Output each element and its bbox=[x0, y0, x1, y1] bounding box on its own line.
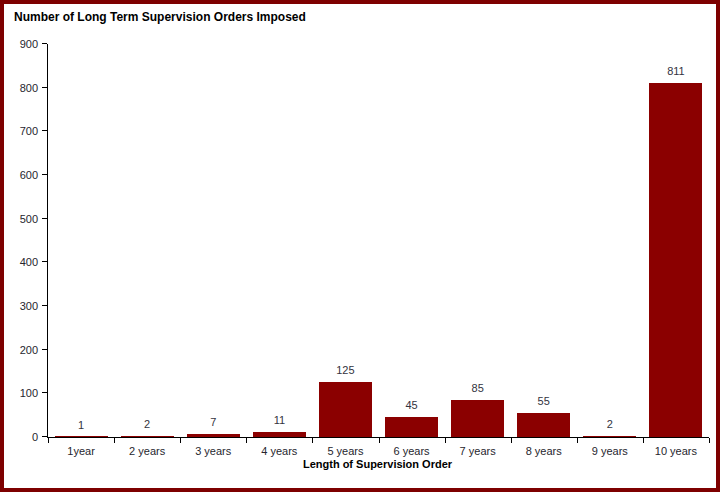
bar-value-label: 55 bbox=[511, 395, 577, 407]
x-axis-category-label: 10 years bbox=[643, 445, 709, 457]
bar-7-years bbox=[451, 400, 504, 437]
bar-value-label: 125 bbox=[312, 364, 378, 376]
chart-title: Number of Long Term Supervision Orders I… bbox=[14, 10, 306, 24]
bar-value-label: 1 bbox=[48, 419, 114, 431]
y-axis-tick bbox=[42, 392, 47, 393]
y-axis-tick-label: 100 bbox=[0, 387, 38, 399]
x-axis-category-label: 9 years bbox=[577, 445, 643, 457]
x-axis-category-label: 1year bbox=[48, 445, 114, 457]
y-axis-tick-label: 800 bbox=[0, 82, 38, 94]
bar-4-years bbox=[253, 432, 306, 437]
x-axis-category-label: 7 years bbox=[445, 445, 511, 457]
bar-2-years bbox=[121, 436, 174, 437]
bar-value-label: 11 bbox=[246, 414, 312, 426]
y-axis-tick bbox=[42, 349, 47, 350]
chart-screenshot: Number of Long Term Supervision Orders I… bbox=[0, 0, 720, 492]
x-axis-tick bbox=[643, 438, 644, 443]
y-axis-tick-label: 400 bbox=[0, 256, 38, 268]
x-axis-tick bbox=[48, 438, 49, 443]
x-axis-category-label: 3 years bbox=[180, 445, 246, 457]
y-axis-tick bbox=[42, 174, 47, 175]
x-axis-tick bbox=[511, 438, 512, 443]
y-axis-tick bbox=[42, 218, 47, 219]
y-axis-tick-label: 900 bbox=[0, 38, 38, 50]
x-axis-tick bbox=[312, 438, 313, 443]
bar-8-years bbox=[517, 413, 570, 437]
bar-value-label: 2 bbox=[114, 418, 180, 430]
bar-value-label: 811 bbox=[643, 65, 709, 77]
y-axis-tick-label: 600 bbox=[0, 169, 38, 181]
y-axis-tick bbox=[42, 43, 47, 44]
bar-9-years bbox=[583, 436, 636, 437]
y-axis-tick bbox=[42, 130, 47, 131]
bar-value-label: 2 bbox=[577, 418, 643, 430]
x-axis-category-label: 8 years bbox=[511, 445, 577, 457]
x-axis-tick bbox=[379, 438, 380, 443]
bar-10-years bbox=[649, 83, 702, 437]
y-axis-tick-label: 700 bbox=[0, 125, 38, 137]
bar-value-label: 7 bbox=[180, 416, 246, 428]
y-axis-tick-label: 300 bbox=[0, 300, 38, 312]
y-axis-tick-label: 0 bbox=[0, 431, 38, 443]
plot-area: 010020030040050060070080090011year22 yea… bbox=[47, 44, 709, 438]
y-axis-tick bbox=[42, 87, 47, 88]
bar-1year bbox=[55, 436, 108, 437]
y-axis-tick bbox=[42, 436, 47, 437]
x-axis-tick bbox=[246, 438, 247, 443]
y-axis-tick bbox=[42, 305, 47, 306]
x-axis-category-label: 4 years bbox=[246, 445, 312, 457]
x-axis-category-label: 5 years bbox=[312, 445, 378, 457]
x-axis-category-label: 6 years bbox=[379, 445, 445, 457]
x-axis-tick bbox=[445, 438, 446, 443]
x-axis-tick bbox=[180, 438, 181, 443]
x-axis-category-label: 2 years bbox=[114, 445, 180, 457]
x-axis-tick bbox=[709, 438, 710, 443]
bar-6-years bbox=[385, 417, 438, 437]
x-axis-tick bbox=[577, 438, 578, 443]
y-axis-tick-label: 200 bbox=[0, 344, 38, 356]
x-axis-title: Length of Supervision Order bbox=[47, 458, 708, 470]
x-axis-tick bbox=[114, 438, 115, 443]
bar-3-years bbox=[187, 434, 240, 437]
bar-value-label: 85 bbox=[445, 382, 511, 394]
bar-value-label: 45 bbox=[379, 399, 445, 411]
y-axis-tick bbox=[42, 261, 47, 262]
bar-5-years bbox=[319, 382, 372, 437]
y-axis-tick-label: 500 bbox=[0, 213, 38, 225]
